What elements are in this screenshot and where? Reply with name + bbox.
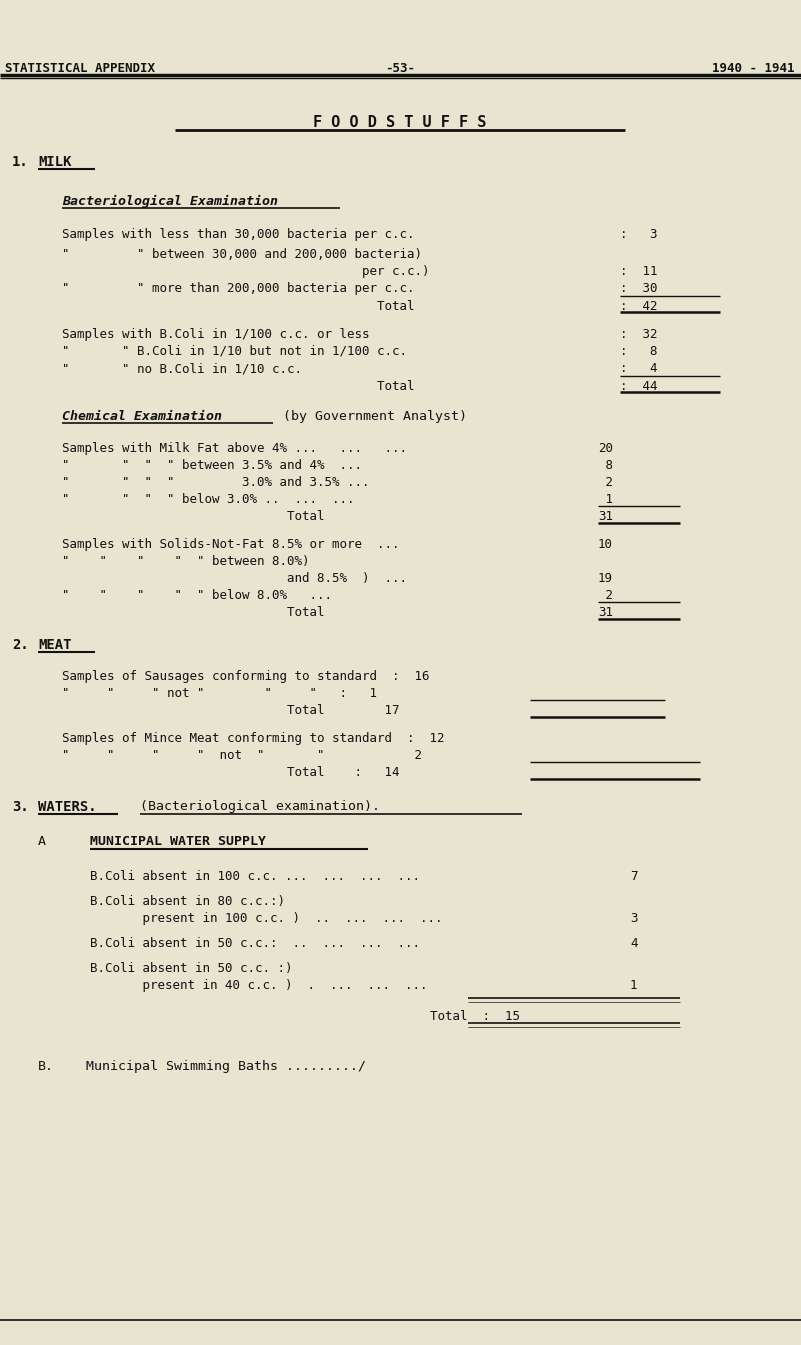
Text: Samples of Mince Meat conforming to standard  :  12: Samples of Mince Meat conforming to stan… (62, 732, 445, 745)
Text: 19: 19 (598, 572, 613, 585)
Text: Samples with less than 30,000 bacteria per c.c.: Samples with less than 30,000 bacteria p… (62, 229, 414, 241)
Text: Bacteriological Examination: Bacteriological Examination (62, 195, 278, 208)
Text: B.Coli absent in 50 c.c.:  ..  ...  ...  ...: B.Coli absent in 50 c.c.: .. ... ... ... (90, 937, 420, 950)
Text: Samples with B.Coli in 1/100 c.c. or less: Samples with B.Coli in 1/100 c.c. or les… (62, 328, 369, 342)
Text: Samples of Sausages conforming to standard  :  16: Samples of Sausages conforming to standa… (62, 670, 429, 683)
Text: WATERS.: WATERS. (38, 800, 97, 814)
Text: Total  :  15: Total : 15 (430, 1010, 520, 1024)
Text: :  42: : 42 (620, 300, 658, 313)
Text: (by Government Analyst): (by Government Analyst) (275, 410, 467, 422)
Text: Total: Total (62, 300, 414, 313)
Text: 8: 8 (598, 459, 613, 472)
Text: 20: 20 (598, 443, 613, 455)
Text: :   4: : 4 (620, 362, 658, 375)
Text: 31: 31 (598, 607, 613, 619)
Text: Total: Total (62, 510, 324, 523)
Text: "     "     "     "  not  "       "            2: " " " " not " " 2 (62, 749, 422, 763)
Text: 3.: 3. (12, 800, 29, 814)
Text: -53-: -53- (385, 62, 415, 75)
Text: B.Coli absent in 50 c.c. :): B.Coli absent in 50 c.c. :) (90, 962, 292, 975)
Text: Total: Total (62, 381, 414, 393)
Text: :   8: : 8 (620, 346, 658, 358)
Text: "     "     " not "        "     "   :   1: " " " not " " " : 1 (62, 687, 377, 699)
Text: :  30: : 30 (620, 282, 658, 295)
Text: "       " no B.Coli in 1/10 c.c.: " " no B.Coli in 1/10 c.c. (62, 362, 302, 375)
Text: A: A (38, 835, 46, 847)
Text: :   3: : 3 (620, 229, 658, 241)
Text: 1940 - 1941: 1940 - 1941 (713, 62, 795, 75)
Text: per c.c.): per c.c.) (62, 265, 429, 278)
Text: 1.: 1. (12, 155, 29, 169)
Text: "    "    "    "  " below 8.0%   ...: " " " " " below 8.0% ... (62, 589, 332, 603)
Text: B.Coli absent in 100 c.c. ...  ...  ...  ...: B.Coli absent in 100 c.c. ... ... ... ..… (90, 870, 420, 884)
Text: STATISTICAL APPENDIX: STATISTICAL APPENDIX (5, 62, 155, 75)
Text: 2: 2 (598, 589, 613, 603)
Text: F O O D S T U F F S: F O O D S T U F F S (313, 116, 487, 130)
Text: B.Coli absent in 80 c.c.:): B.Coli absent in 80 c.c.:) (90, 894, 285, 908)
Text: "       "  "  "         3.0% and 3.5% ...: " " " " 3.0% and 3.5% ... (62, 476, 369, 490)
Text: Total        17: Total 17 (62, 703, 400, 717)
Text: "         " more than 200,000 bacteria per c.c.: " " more than 200,000 bacteria per c.c. (62, 282, 414, 295)
Text: 1: 1 (630, 979, 638, 993)
Text: MILK: MILK (38, 155, 71, 169)
Text: "       "  "  " between 3.5% and 4%  ...: " " " " between 3.5% and 4% ... (62, 459, 362, 472)
Text: "       " B.Coli in 1/10 but not in 1/100 c.c.: " " B.Coli in 1/10 but not in 1/100 c.c. (62, 346, 407, 358)
Text: 31: 31 (598, 510, 613, 523)
Text: B.: B. (38, 1060, 54, 1073)
Text: :  11: : 11 (620, 265, 658, 278)
Text: Samples with Milk Fat above 4% ...   ...   ...: Samples with Milk Fat above 4% ... ... .… (62, 443, 407, 455)
Text: 3: 3 (630, 912, 638, 925)
Text: Total: Total (62, 607, 324, 619)
Text: present in 100 c.c. )  ..  ...  ...  ...: present in 100 c.c. ) .. ... ... ... (90, 912, 442, 925)
Text: Samples with Solids-Not-Fat 8.5% or more  ...: Samples with Solids-Not-Fat 8.5% or more… (62, 538, 400, 551)
Text: and 8.5%  )  ...: and 8.5% ) ... (62, 572, 407, 585)
Text: 2.: 2. (12, 638, 29, 652)
Text: 2: 2 (598, 476, 613, 490)
Text: MEAT: MEAT (38, 638, 71, 652)
Text: Total    :   14: Total : 14 (62, 767, 400, 779)
Text: MUNICIPAL WATER SUPPLY: MUNICIPAL WATER SUPPLY (90, 835, 266, 847)
Text: (Bacteriological examination).: (Bacteriological examination). (140, 800, 380, 812)
Text: :  44: : 44 (620, 381, 658, 393)
Text: 1: 1 (598, 494, 613, 506)
Text: 7: 7 (630, 870, 638, 884)
Text: 10: 10 (598, 538, 613, 551)
Text: :  32: : 32 (620, 328, 658, 342)
Text: Chemical Examination: Chemical Examination (62, 410, 222, 422)
Text: present in 40 c.c. )  .  ...  ...  ...: present in 40 c.c. ) . ... ... ... (90, 979, 428, 993)
Text: Municipal Swimming Baths ........./: Municipal Swimming Baths ........./ (62, 1060, 366, 1073)
Text: "    "    "    "  " between 8.0%): " " " " " between 8.0%) (62, 555, 309, 568)
Text: 4: 4 (630, 937, 638, 950)
Text: "         " between 30,000 and 200,000 bacteria): " " between 30,000 and 200,000 bacteria) (62, 247, 422, 261)
Text: "       "  "  " below 3.0% ..  ...  ...: " " " " below 3.0% .. ... ... (62, 494, 355, 506)
